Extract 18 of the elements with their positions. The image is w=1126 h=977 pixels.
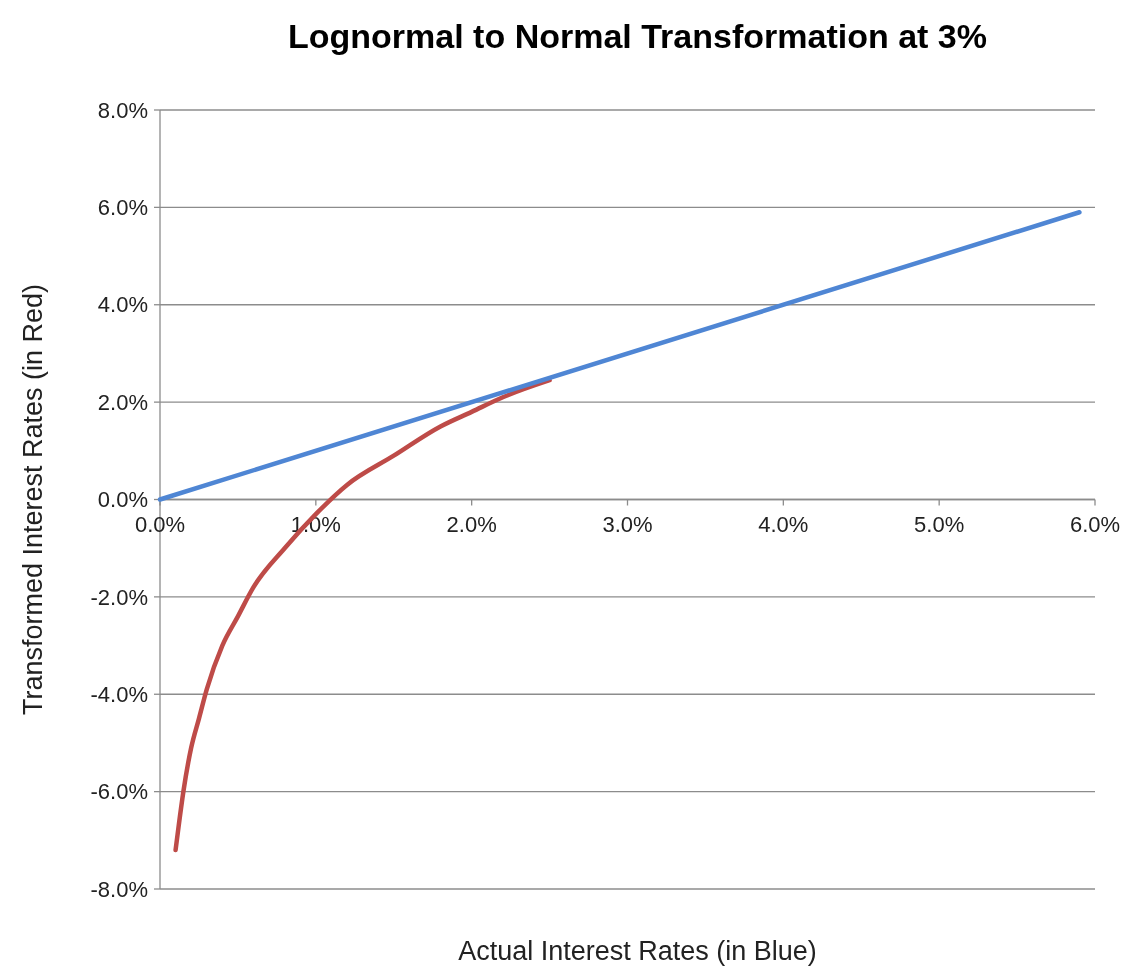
x-tick-label: 3.0% bbox=[602, 511, 653, 537]
x-tick-label: 5.0% bbox=[914, 511, 965, 537]
y-tick-label: 6.0% bbox=[97, 195, 148, 221]
y-tick-label: 0.0% bbox=[97, 487, 148, 513]
x-tick-label: 4.0% bbox=[758, 511, 809, 537]
y-tick-label: -4.0% bbox=[90, 681, 148, 707]
y-tick-label: -2.0% bbox=[90, 584, 148, 610]
y-tick-label: 8.0% bbox=[97, 97, 148, 123]
chart-title: Lognormal to Normal Transformation at 3% bbox=[288, 17, 987, 55]
y-tick-label: -6.0% bbox=[90, 779, 148, 805]
y-tick-label: 2.0% bbox=[97, 389, 148, 415]
x-axis-title: Actual Interest Rates (in Blue) bbox=[458, 936, 817, 966]
x-tick-label: 2.0% bbox=[446, 511, 497, 537]
x-tick-label: 6.0% bbox=[1069, 511, 1121, 537]
y-tick-label: -8.0% bbox=[90, 876, 148, 902]
x-tick-label: 0.0% bbox=[134, 511, 186, 537]
y-axis-title: Transformed Interest Rates (in Red) bbox=[18, 283, 48, 716]
y-tick-label: 4.0% bbox=[97, 292, 148, 318]
